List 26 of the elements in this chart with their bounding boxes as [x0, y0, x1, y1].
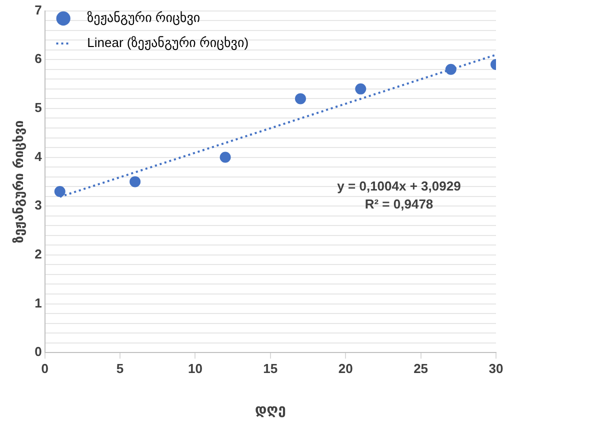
point	[355, 83, 366, 94]
x-tick-label: 15	[263, 360, 278, 376]
y-tick-label: 1	[34, 295, 42, 310]
legend-label: Linear (ზეჟანგური რიცხვი)	[76, 35, 249, 52]
point	[294, 93, 306, 104]
y-tick-label: 4	[34, 148, 43, 164]
y-tick-label: 3	[34, 198, 42, 213]
x-tick-label: 5	[116, 360, 124, 376]
point	[220, 152, 231, 163]
point	[130, 176, 141, 188]
x-tick-label: 10	[188, 360, 202, 376]
annotation: y = 0,1004x + 3,0929	[337, 178, 461, 194]
point	[445, 64, 456, 75]
x-tick-label: 20	[338, 360, 353, 376]
y-tick-label: 6	[34, 51, 42, 66]
x-axis-title: დღე	[254, 402, 286, 418]
x-tick-label: 30	[488, 360, 504, 376]
legend-label: ზეჟანგური რიცხვი	[76, 10, 200, 26]
x-tick-label: 25	[414, 360, 428, 376]
point	[54, 186, 66, 197]
y-tick-label: 5	[34, 100, 42, 116]
y-tick-label: 7	[34, 2, 42, 18]
annotation: R² = 0,9478	[364, 196, 434, 212]
y-tick-label: 0	[34, 344, 42, 360]
y-axis-title: ზეჟანგური რიცხვი	[12, 120, 28, 244]
y-tick-label: 2	[34, 246, 42, 262]
